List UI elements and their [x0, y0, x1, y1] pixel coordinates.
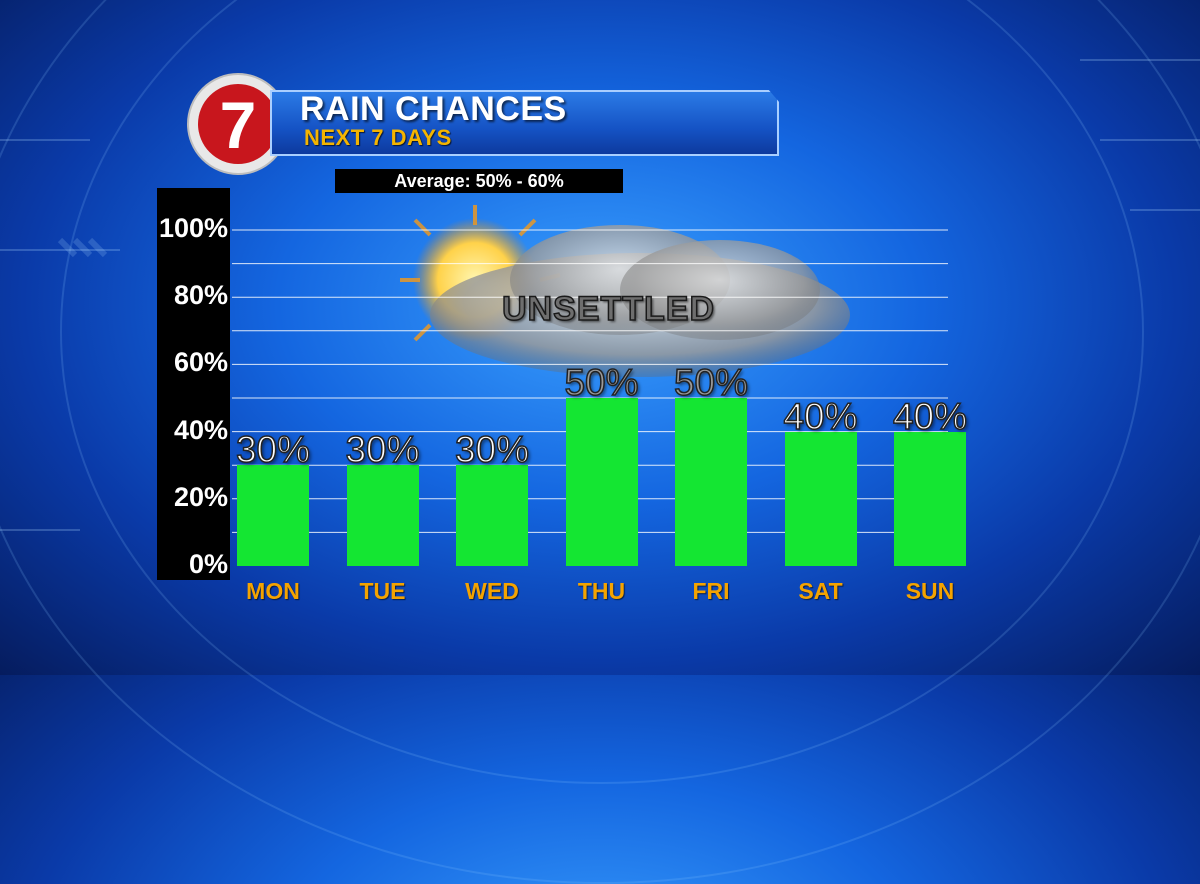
bar-mon — [237, 465, 309, 566]
chart-title: RAIN CHANCES — [300, 90, 567, 128]
average-note: Average: 50% - 60% — [335, 169, 623, 193]
value-label-wed: 30% — [454, 428, 530, 471]
bar-sat — [784, 431, 857, 566]
category-label-mon: MON — [246, 578, 300, 604]
bar-thu — [565, 398, 638, 566]
category-label-tue: TUE — [359, 578, 406, 604]
y-tick-label: 100% — [158, 213, 228, 243]
bar-sun — [894, 431, 966, 566]
category-label-wed: WED — [465, 578, 519, 604]
bar-wed — [456, 465, 528, 566]
category-label-sun: SUN — [905, 578, 955, 604]
category-label-sat: SAT — [798, 578, 843, 604]
chart-subtitle: NEXT 7 DAYS — [304, 125, 452, 150]
value-label-sat: 40% — [783, 395, 859, 438]
category-label-thu: THU — [577, 578, 626, 604]
sun-cloud-icon — [400, 205, 850, 377]
value-label-mon: 30% — [235, 428, 311, 471]
value-label-tue: 30% — [345, 428, 421, 471]
bar-fri — [675, 398, 747, 566]
value-label-thu: 50% — [564, 361, 640, 404]
y-tick-label: 40% — [173, 414, 228, 445]
chart-annotation: UNSETTLED — [501, 289, 715, 329]
station-logo-text: 7 — [220, 88, 257, 162]
y-tick-label: 80% — [173, 280, 228, 311]
y-tick-label: 60% — [173, 347, 228, 378]
value-label-fri: 50% — [673, 361, 749, 404]
y-tick-label: 20% — [173, 481, 228, 512]
bar-tue — [346, 465, 419, 566]
value-label-sun: 40% — [892, 395, 968, 438]
y-tick-label: 0% — [188, 549, 228, 579]
title-banner — [270, 90, 779, 156]
y-axis-panel — [157, 188, 230, 580]
category-label-fri: FRI — [692, 578, 730, 604]
